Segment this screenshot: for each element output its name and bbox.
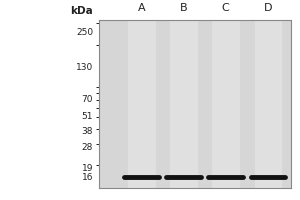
Text: 19: 19 — [82, 164, 93, 173]
Bar — [170, 20, 197, 188]
Text: 16: 16 — [82, 173, 93, 182]
Text: 28: 28 — [82, 143, 93, 152]
Bar — [128, 20, 155, 188]
Text: kDa: kDa — [70, 6, 93, 16]
Text: 38: 38 — [82, 127, 93, 136]
Text: A: A — [137, 3, 145, 13]
Text: 250: 250 — [76, 28, 93, 37]
Text: 130: 130 — [76, 63, 93, 72]
Text: 70: 70 — [82, 95, 93, 104]
Text: D: D — [264, 3, 272, 13]
Text: C: C — [222, 3, 230, 13]
Bar — [254, 20, 281, 188]
Bar — [212, 20, 239, 188]
Text: B: B — [180, 3, 187, 13]
Text: 51: 51 — [82, 112, 93, 121]
